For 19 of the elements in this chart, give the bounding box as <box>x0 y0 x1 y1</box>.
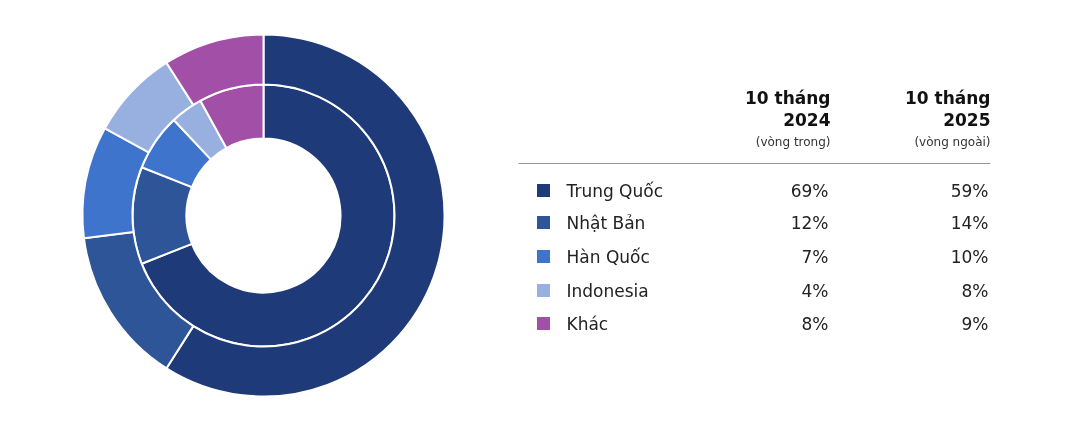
data-label: 8% <box>801 313 829 334</box>
data-label: 7% <box>801 246 829 267</box>
data-label: 9% <box>961 313 989 334</box>
data-label: 14% <box>950 212 989 233</box>
legend-label: Trung Quốc <box>565 180 664 201</box>
data-label: 69% <box>790 180 829 201</box>
data-label: 10% <box>950 246 989 267</box>
legend-label: Indonesia <box>566 280 649 301</box>
data-label: 8% <box>961 280 989 301</box>
text: (vòng ngoài) <box>914 134 991 149</box>
legend-label: Nhật Bản <box>566 212 646 233</box>
data-label: 59% <box>950 180 989 201</box>
text: (vòng trong) <box>755 134 831 149</box>
text: 10 tháng 2024 <box>744 87 831 130</box>
legend-label: Hàn Quốc <box>566 246 650 267</box>
data-label: 12% <box>790 212 829 233</box>
text: 10 tháng 2025 <box>904 87 991 130</box>
legend-label: Khác <box>566 313 609 334</box>
data-label: 4% <box>801 280 829 301</box>
